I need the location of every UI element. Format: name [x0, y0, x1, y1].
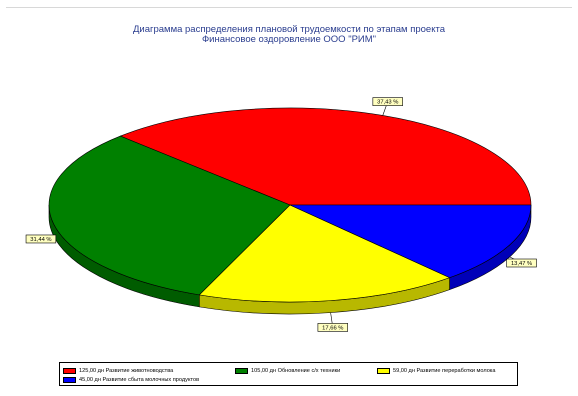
percent-label: 31,44 % — [25, 234, 57, 244]
percent-label: 13,47 % — [506, 258, 537, 268]
top-divider — [6, 7, 572, 8]
percent-label-text: 13,47 % — [511, 261, 532, 267]
legend-value: 125,00 дн — [79, 367, 105, 374]
percent-label-box — [25, 234, 57, 244]
legend-value: 105,00 дн — [251, 367, 277, 374]
pie-slice — [119, 107, 532, 206]
percent-label-box — [317, 323, 348, 332]
legend-swatch — [377, 367, 390, 374]
percent-label-text: 37,43 % — [377, 100, 398, 106]
percent-label-text: 17,66 % — [322, 325, 343, 331]
percent-label-text: 31,44 % — [30, 237, 51, 243]
legend-value: 45,00 дн — [79, 376, 101, 383]
pie-tops — [48, 107, 532, 303]
legend-swatch — [63, 376, 76, 383]
percent-label-box — [372, 97, 403, 106]
legend: 125,00 дн Развитие животноводства 105,00… — [59, 362, 518, 386]
pie-labels: 37,43 % 31,44 % 17,66 % 13,47 % — [25, 97, 537, 332]
legend-item: 125,00 дн Развитие животноводства — [63, 366, 173, 375]
legend-swatch — [235, 367, 248, 374]
legend-item: 105,00 дн Обновление с/х техники — [235, 366, 340, 375]
percent-label-box — [506, 258, 537, 268]
legend-label: Развитие переработки молока — [416, 367, 496, 374]
legend-item: 45,00 дн Развитие сбыта молочных продукт… — [63, 375, 199, 384]
percent-label: 37,43 % — [372, 97, 403, 106]
chart-subtitle: Финансовое оздоровление ООО "РИМ" — [201, 34, 377, 45]
pie-slice — [198, 204, 451, 303]
legend-label: Развитие животноводства — [105, 367, 174, 374]
pie-slice — [289, 204, 532, 278]
legend-item: 59,00 дн Развитие переработки молока — [377, 366, 496, 375]
chart-title: Диаграмма распределения плановой трудоем… — [132, 24, 446, 35]
legend-swatch — [63, 367, 76, 374]
legend-label: Развитие сбыта молочных продуктов — [102, 376, 200, 383]
legend-label: Обновление с/х техники — [277, 367, 341, 374]
legend-value: 59,00 дн — [393, 367, 415, 374]
percent-label: 17,66 % — [317, 323, 348, 332]
pie-slice — [48, 135, 291, 296]
